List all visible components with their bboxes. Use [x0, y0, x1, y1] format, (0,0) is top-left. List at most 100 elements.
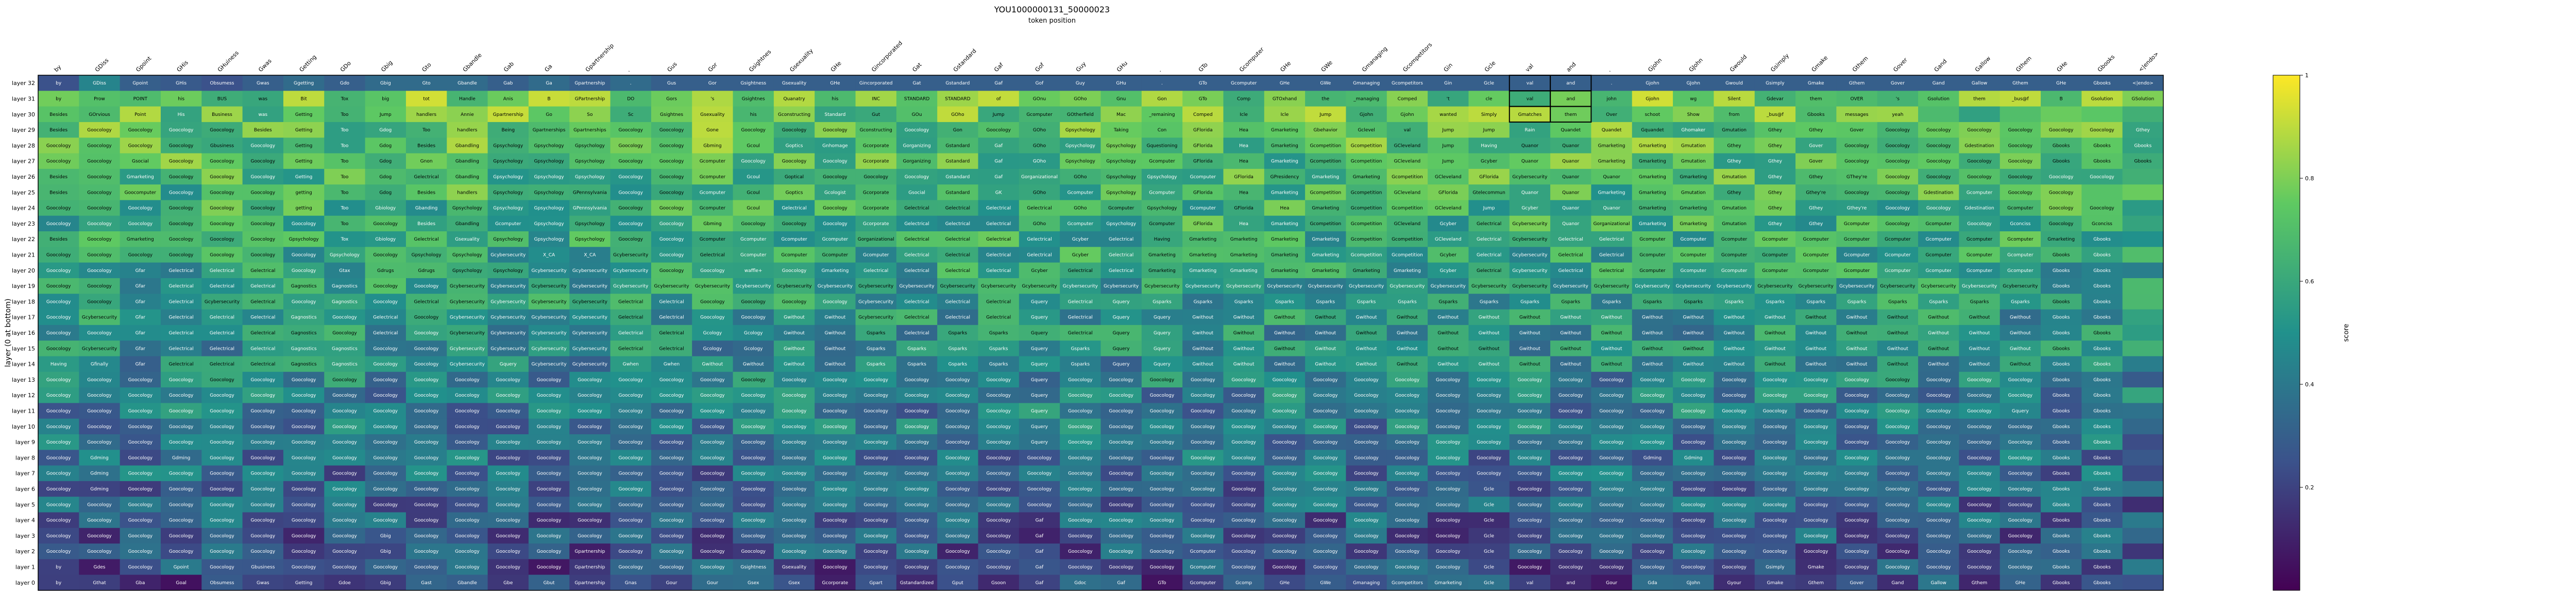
- heatmap-cell: [1918, 122, 1959, 138]
- heatmap-cell: [79, 231, 121, 247]
- cell-label: Goocology: [210, 237, 234, 242]
- cell-label: Goocology: [374, 378, 398, 383]
- heatmap-cell: [2041, 231, 2082, 247]
- cell-label: Gwithout: [2010, 346, 2031, 351]
- heatmap-cell: [1223, 75, 1265, 91]
- cell-label: Goocology: [1886, 424, 1910, 430]
- cell-label: GCleveland: [1435, 175, 1462, 180]
- cell-label: Goocology: [700, 440, 725, 445]
- heatmap-cell: [1673, 184, 1714, 200]
- cell-label: Gmutation: [1722, 222, 1747, 227]
- cell-label: Goocology: [905, 487, 929, 492]
- heatmap-cell: [283, 262, 325, 279]
- cell-label: Goocology: [659, 206, 684, 211]
- heatmap-cell: [1182, 200, 1224, 216]
- cell-label: Goocology: [46, 455, 71, 461]
- heatmap-cell: [160, 168, 202, 185]
- cell-label: Gincorporated: [859, 81, 893, 86]
- x-tick-label: Gwould: [1728, 54, 1748, 73]
- cell-label: Goocology: [1150, 518, 1175, 523]
- cell-label: Goocology: [659, 268, 684, 274]
- cell-label: Goocology: [496, 393, 521, 398]
- cell-label: Gpsychology: [493, 190, 523, 195]
- heatmap-cell: [1877, 184, 1919, 200]
- cell-label: Gcybersecurity: [1267, 284, 1302, 289]
- cell-label: Gsightnes: [660, 112, 683, 117]
- cell-label: Gwithout: [1724, 331, 1745, 336]
- cell-label: Gwithout: [1274, 315, 1295, 320]
- cell-label: Gbooks: [2053, 393, 2070, 398]
- cell-label: Gquery: [1113, 362, 1130, 367]
- heatmap-cell: [1468, 231, 1510, 247]
- heatmap-cell: [160, 106, 202, 123]
- cell-label: Goocology: [128, 143, 153, 148]
- cell-label: Goocology: [1640, 565, 1665, 570]
- heatmap-cell: [1468, 200, 1510, 216]
- cell-label: Gmarketing: [1639, 222, 1666, 227]
- cell-label: Gbooks: [2093, 268, 2111, 274]
- cell-label: Goocology: [169, 440, 194, 445]
- cell-label: Goocology: [1436, 518, 1461, 523]
- cell-label: Gcompetitors: [1392, 581, 1423, 586]
- cell-label: Gbanding: [415, 206, 438, 211]
- cell-label: Gwithout: [1928, 362, 1949, 367]
- cell-label: Gone: [706, 128, 719, 133]
- cell-label: Gcybersecurity: [1921, 284, 1957, 289]
- cell-label: Goocology: [169, 252, 194, 258]
- cell-label: Goocology: [1558, 440, 1583, 445]
- cell-label: Goocology: [1273, 502, 1297, 507]
- cell-label: Gbiology: [375, 237, 396, 242]
- cell-label: Gthey: [2136, 128, 2150, 133]
- cell-label: of: [996, 96, 1002, 101]
- cell-label: Gwithout: [1601, 315, 1622, 320]
- cell-label: Obsumess: [210, 581, 234, 586]
- heatmap-cell: [1468, 215, 1510, 232]
- cell-label: Gtelecommun: [1472, 190, 1505, 195]
- cell-label: Gput: [952, 581, 963, 586]
- cell-label: Gcybersecurity: [490, 252, 526, 258]
- cell-label: Goocology: [1313, 518, 1338, 523]
- cell-label: Goocology: [986, 378, 1011, 383]
- cell-label: Goocology: [741, 534, 766, 539]
- cell-label: big: [382, 96, 389, 101]
- cell-label: Goocology: [1926, 471, 1951, 477]
- heatmap-cell: [855, 106, 897, 123]
- cell-label: Gcompetition: [1392, 237, 1423, 242]
- cell-label: Goocology: [1558, 393, 1583, 398]
- cell-label: Goocology: [1722, 393, 1747, 398]
- cell-label: Gcybersecurity: [450, 362, 485, 367]
- cell-label: Gsparks: [1194, 299, 1213, 304]
- cell-label: Goocology: [823, 222, 848, 227]
- heatmap-cell: [1386, 153, 1428, 169]
- cell-label: Goocology: [374, 487, 398, 492]
- cell-label: Gaf: [994, 175, 1003, 180]
- cell-label: Goocology: [46, 487, 71, 492]
- cell-label: Goocology: [1886, 487, 1910, 492]
- heatmap-cell: [1264, 122, 1306, 138]
- heatmap-cell: [1795, 247, 1837, 263]
- cell-label: Goocology: [1518, 393, 1543, 398]
- cell-label: Goocology: [1599, 565, 1624, 570]
- cell-label: Gthey: [1809, 206, 1823, 211]
- heatmap-cell: [1428, 200, 1469, 216]
- cell-label: Goocology: [128, 409, 153, 414]
- cell-label: GHe: [1280, 581, 1290, 586]
- cell-label: Ggetting: [294, 81, 314, 86]
- heatmap-cell: [1999, 247, 2041, 263]
- cell-label: and: [1566, 81, 1575, 86]
- cell-label: Goocology: [210, 378, 234, 383]
- cell-label: Goocology: [414, 534, 439, 539]
- cell-label: Gcybersecurity: [858, 284, 894, 289]
- cell-label: Goocology: [1395, 455, 1420, 461]
- cell-label: Goocology: [905, 175, 929, 180]
- cell-label: Goocology: [700, 487, 725, 492]
- cell-label: Goocology: [251, 252, 276, 258]
- cell-label: Ga: [546, 81, 552, 86]
- cell-label: INC: [872, 96, 880, 101]
- cell-label: Goocology: [332, 378, 357, 383]
- cell-label: Goocology: [1150, 549, 1175, 554]
- cell-label: Goocology: [1395, 440, 1420, 445]
- cell-label: Gwithout: [1928, 346, 1949, 351]
- cell-label: Gelectrical: [1477, 252, 1501, 258]
- heatmap-cell: [1060, 122, 1101, 138]
